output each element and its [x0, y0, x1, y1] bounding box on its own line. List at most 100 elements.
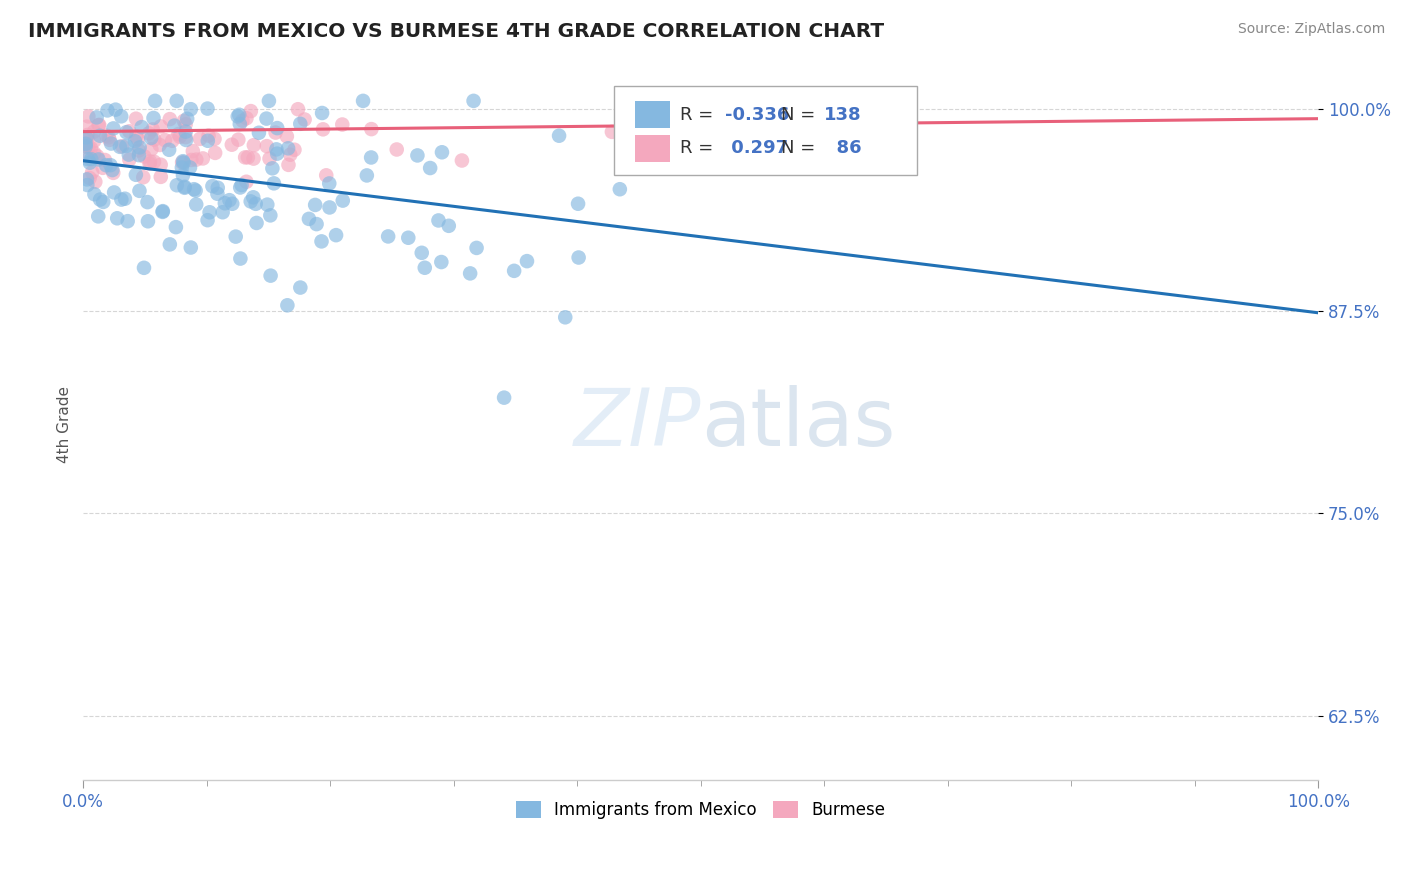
Point — [179, 161, 201, 175]
Point — [231, 113, 253, 128]
Point — [76, 120, 98, 134]
Point — [554, 310, 576, 325]
Point — [172, 169, 194, 183]
Point — [100, 136, 122, 151]
Point — [277, 141, 299, 155]
Point — [75, 137, 97, 152]
Point — [75, 139, 97, 153]
Text: N =: N = — [782, 106, 821, 124]
Point — [152, 205, 174, 219]
Point — [79, 171, 101, 186]
Point — [89, 128, 111, 143]
Point — [163, 119, 186, 133]
Point — [117, 214, 139, 228]
Point — [609, 182, 631, 196]
Point — [83, 134, 105, 148]
Point — [172, 155, 194, 169]
Point — [75, 136, 97, 151]
Point — [259, 268, 281, 283]
Point — [125, 112, 148, 126]
Point — [277, 158, 299, 172]
Point — [169, 129, 191, 144]
Point — [325, 228, 347, 243]
Point — [207, 186, 229, 201]
Point — [111, 139, 134, 153]
Point — [159, 237, 181, 252]
Point — [197, 213, 219, 227]
Point — [276, 129, 298, 144]
Point — [86, 111, 108, 125]
Point — [568, 251, 591, 265]
Point — [239, 194, 262, 209]
Bar — [636, 102, 669, 128]
Point — [207, 180, 229, 194]
Point — [494, 391, 516, 405]
Point — [139, 154, 162, 169]
Point — [128, 184, 150, 198]
Point — [311, 235, 333, 249]
Point — [91, 161, 114, 175]
Bar — [636, 135, 669, 161]
Point — [259, 208, 281, 222]
Point — [125, 129, 148, 144]
Point — [186, 197, 208, 211]
Point — [318, 201, 340, 215]
Point — [83, 146, 105, 161]
Point — [419, 161, 441, 175]
Point — [170, 161, 193, 175]
Point — [262, 161, 284, 176]
Point — [77, 140, 100, 154]
Point — [97, 130, 120, 145]
Point — [114, 192, 136, 206]
Point — [143, 94, 166, 108]
Point — [318, 177, 340, 191]
Point — [413, 260, 436, 275]
Point — [600, 125, 623, 139]
Point — [188, 132, 211, 146]
Point — [197, 128, 219, 143]
Point — [180, 153, 202, 167]
Point — [149, 169, 172, 184]
Point — [242, 152, 264, 166]
Point — [263, 177, 285, 191]
Point — [406, 148, 429, 162]
Point — [128, 148, 150, 162]
Point — [411, 245, 433, 260]
Point — [136, 195, 159, 210]
Point — [173, 155, 195, 169]
Point — [197, 102, 219, 116]
Text: R =: R = — [679, 139, 718, 157]
Point — [84, 175, 107, 189]
Text: R =: R = — [679, 106, 718, 124]
Point — [174, 133, 197, 147]
Point — [229, 117, 252, 131]
Point — [245, 196, 267, 211]
Point — [94, 153, 117, 167]
Point — [115, 125, 138, 139]
Point — [315, 169, 337, 183]
Point — [183, 182, 205, 196]
Point — [204, 132, 226, 146]
Point — [259, 152, 281, 166]
Point — [173, 179, 195, 194]
Point — [103, 121, 125, 136]
Point — [298, 211, 321, 226]
Point — [80, 152, 103, 166]
Point — [174, 130, 197, 145]
Legend: Immigrants from Mexico, Burmese: Immigrants from Mexico, Burmese — [509, 794, 893, 825]
Text: atlas: atlas — [700, 385, 896, 464]
Point — [76, 172, 98, 186]
Point — [100, 158, 122, 172]
Point — [266, 146, 288, 161]
Point — [96, 103, 118, 118]
Point — [256, 112, 278, 126]
Point — [131, 120, 153, 134]
Point — [180, 102, 202, 116]
Point — [181, 144, 204, 158]
Text: IMMIGRANTS FROM MEXICO VS BURMESE 4TH GRADE CORRELATION CHART: IMMIGRANTS FROM MEXICO VS BURMESE 4TH GR… — [28, 22, 884, 41]
Point — [360, 151, 382, 165]
Point — [831, 103, 853, 118]
Point — [143, 154, 166, 169]
Text: -0.336: -0.336 — [725, 106, 790, 124]
Point — [235, 112, 257, 126]
